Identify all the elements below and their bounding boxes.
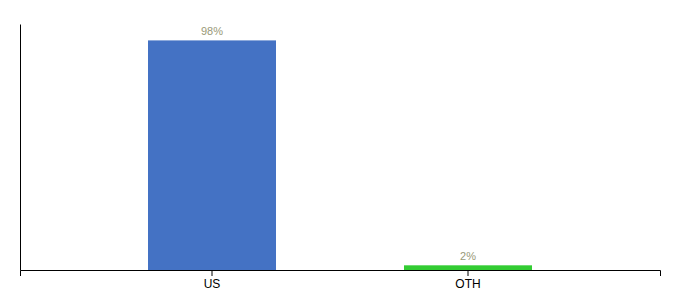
bars: [148, 40, 532, 270]
data-labels: 98% 2%: [201, 25, 476, 262]
x-tick: OTH: [455, 270, 480, 291]
plot: US OTH 98% 2%: [21, 25, 661, 291]
data-label: 98%: [201, 25, 223, 37]
x-tick-label: OTH: [455, 277, 480, 291]
x-tick-label: US: [204, 277, 221, 291]
x-axis: US OTH: [21, 270, 661, 291]
chart: US OTH 98% 2%: [0, 0, 680, 300]
x-tick-mark: [468, 270, 469, 276]
x-axis-line: [21, 271, 661, 277]
bar: [148, 40, 276, 270]
y-axis: [20, 25, 21, 271]
y-axis-line: [20, 25, 21, 271]
data-label: 2%: [460, 250, 476, 262]
x-tick: US: [204, 270, 221, 291]
x-tick-mark: [212, 270, 213, 276]
bar: [404, 265, 532, 270]
